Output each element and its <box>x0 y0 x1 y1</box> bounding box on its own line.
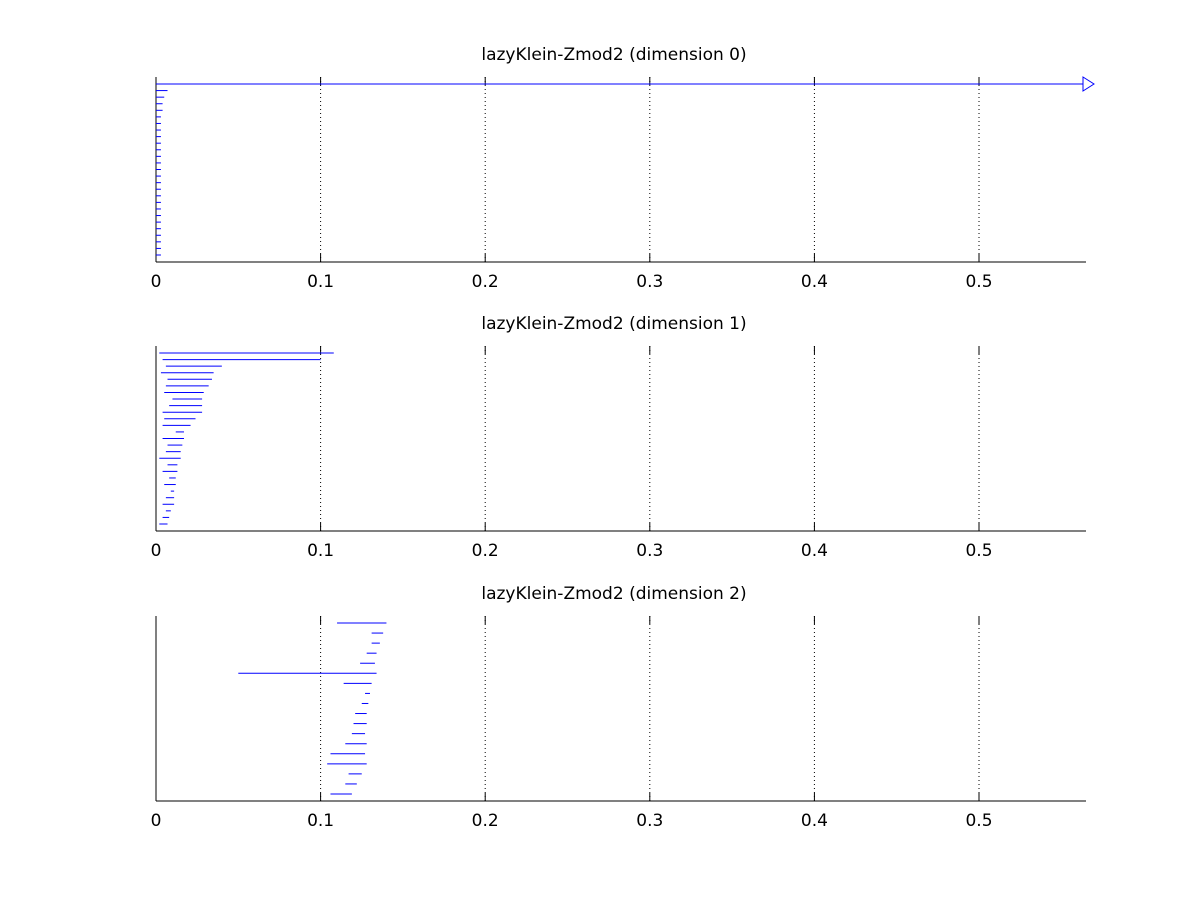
panel-dimension-1: lazyKlein-Zmod2 (dimension 1) 0 0.1 0.2 0.3… <box>151 314 1086 561</box>
x-tick-label: 0.2 <box>472 811 499 831</box>
panel-title: lazyKlein-Zmod2 (dimension 0) <box>481 45 746 65</box>
x-tick-label: 0.1 <box>307 272 334 292</box>
x-tick-label: 0.3 <box>636 272 663 292</box>
x-tick-label: 0.3 <box>636 541 663 561</box>
x-tick-label: 0 <box>151 811 162 831</box>
x-tick-label: 0 <box>151 272 162 292</box>
panel-dimension-0: lazyKlein-Zmod2 (dimension 0) 0 0.1 0.2 0.3… <box>151 45 1095 292</box>
x-tick-label: 0.2 <box>472 272 499 292</box>
panel-title: lazyKlein-Zmod2 (dimension 2) <box>481 584 746 604</box>
x-tick-label: 0.4 <box>801 272 828 292</box>
infinite-arrow-marker <box>1082 76 1095 92</box>
x-tick-label: 0.1 <box>307 541 334 561</box>
x-tick-label: 0.5 <box>965 272 992 292</box>
x-tick-label: 0.5 <box>965 541 992 561</box>
x-tick-label: 0.4 <box>801 541 828 561</box>
x-tick-label: 0.1 <box>307 811 334 831</box>
x-tick-label: 0 <box>151 541 162 561</box>
x-tick-label: 0.5 <box>965 811 992 831</box>
x-tick-label: 0.4 <box>801 811 828 831</box>
x-tick-label: 0.2 <box>472 541 499 561</box>
panel-title: lazyKlein-Zmod2 (dimension 1) <box>481 314 746 334</box>
x-tick-label: 0.3 <box>636 811 663 831</box>
panel-dimension-2: lazyKlein-Zmod2 (dimension 2) 0 0.1 0.2 0.3… <box>151 584 1086 831</box>
